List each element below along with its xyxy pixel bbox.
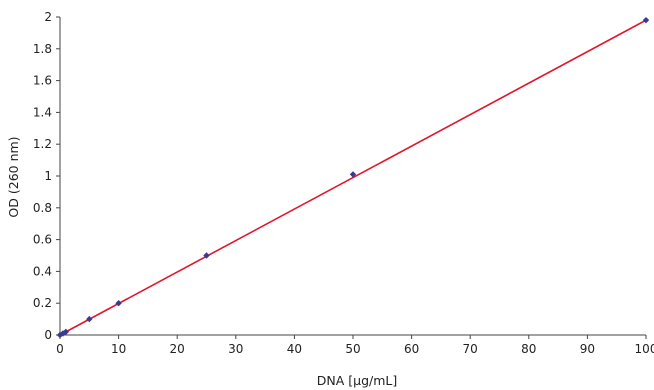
x-tick-label: 30: [228, 342, 243, 356]
y-tick-label: 0.4: [33, 264, 52, 278]
y-tick-label: 0.8: [33, 201, 52, 215]
x-tick-label: 20: [170, 342, 185, 356]
data-point: [115, 300, 122, 307]
y-tick-label: 1.2: [33, 137, 52, 151]
points-group: [56, 16, 650, 339]
data-point: [86, 315, 93, 323]
y-axis-title: OD (260 nm): [6, 136, 21, 217]
data-point: [203, 252, 210, 259]
x-tick-label: 50: [345, 342, 360, 356]
x-tick-label: 10: [111, 342, 126, 356]
ticks: 00.20.40.60.811.21.41.61.820 10 20 30 40 50 60…: [33, 10, 654, 356]
data-point: [62, 328, 70, 336]
y-tick-label: 2: [44, 10, 52, 24]
data-point: [642, 16, 650, 24]
y-tick-label: 1.8: [33, 42, 52, 56]
y-tick-label: 0.2: [33, 296, 52, 310]
data-point: [349, 171, 357, 178]
y-tick-label: 0: [44, 328, 52, 342]
x-tick-label: 60: [404, 342, 419, 356]
x-tick-label: 70: [463, 342, 478, 356]
y-tick-label: 1.4: [33, 105, 52, 119]
x-tick-label: 90: [580, 342, 595, 356]
y-tick-label: 1.6: [33, 74, 52, 88]
y-tick-label: 1: [44, 169, 52, 183]
x-tick-label: 100: [635, 342, 654, 356]
x-tick-label: 40: [287, 342, 302, 356]
x-tick-label: 80: [521, 342, 536, 356]
x-tick-label: 0: [56, 342, 64, 356]
x-axis-title: DNA [µg/mL]: [317, 373, 398, 388]
y-tick-label: 0.6: [33, 233, 52, 247]
